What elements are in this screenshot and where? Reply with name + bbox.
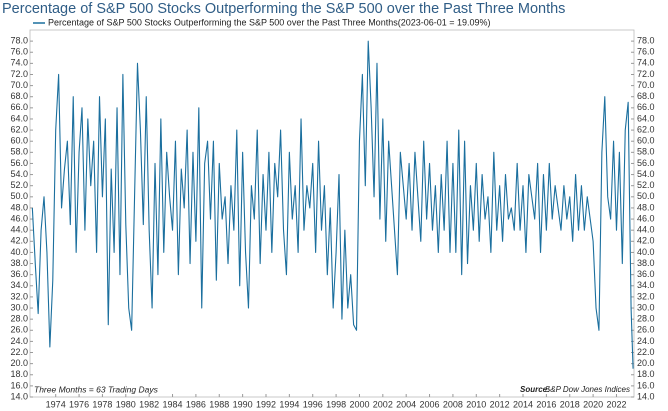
y-tick-label: 36.0 xyxy=(10,269,28,279)
y2-tick-label: 18.0 xyxy=(637,369,655,379)
y2-tick-label: 52.0 xyxy=(637,180,655,190)
y-tick-label: 54.0 xyxy=(10,169,28,179)
y-tick-label: 62.0 xyxy=(10,124,28,134)
note: Three Months = 63 Trading Days xyxy=(34,384,159,394)
y2-tick-label: 64.0 xyxy=(637,113,655,123)
y2-tick-label: 54.0 xyxy=(637,169,655,179)
x-tick-label: 2012 xyxy=(490,399,510,409)
y-tick-label: 26.0 xyxy=(10,325,28,335)
y2-tick-label: 60.0 xyxy=(637,136,655,146)
y2-tick-label: 14.0 xyxy=(637,391,655,401)
y2-tick-label: 58.0 xyxy=(637,147,655,157)
y2-tick-label: 70.0 xyxy=(637,80,655,90)
x-tick-label: 1978 xyxy=(92,399,112,409)
x-tick-label: 2016 xyxy=(536,399,556,409)
x-tick-label: 2020 xyxy=(583,399,603,409)
chart-title: Percentage of S&P 500 Stocks Outperformi… xyxy=(2,1,565,17)
x-tick-label: 1976 xyxy=(69,399,89,409)
y2-tick-label: 46.0 xyxy=(637,213,655,223)
y-tick-label: 72.0 xyxy=(10,69,28,79)
x-tick-label: 1990 xyxy=(233,399,253,409)
y-tick-label: 78.0 xyxy=(10,35,28,45)
x-tick-label: 1996 xyxy=(303,399,323,409)
y2-tick-label: 38.0 xyxy=(637,258,655,268)
y-tick-label: 38.0 xyxy=(10,258,28,268)
source-label: Source: xyxy=(520,385,550,394)
x-tick-label: 2006 xyxy=(420,399,440,409)
y-tick-label: 50.0 xyxy=(10,191,28,201)
y2-tick-label: 72.0 xyxy=(637,69,655,79)
y-tick-label: 76.0 xyxy=(10,47,28,57)
y-tick-label: 60.0 xyxy=(10,136,28,146)
x-tick-label: 1988 xyxy=(209,399,229,409)
y-tick-label: 64.0 xyxy=(10,113,28,123)
y2-tick-label: 26.0 xyxy=(637,325,655,335)
y2-tick-label: 30.0 xyxy=(637,302,655,312)
y-tick-label: 20.0 xyxy=(10,358,28,368)
y2-tick-label: 32.0 xyxy=(637,291,655,301)
y-tick-label: 14.0 xyxy=(10,391,28,401)
y-tick-label: 66.0 xyxy=(10,102,28,112)
x-tick-label: 1992 xyxy=(256,399,276,409)
y2-tick-label: 50.0 xyxy=(637,191,655,201)
y2-tick-label: 34.0 xyxy=(637,280,655,290)
y-tick-label: 30.0 xyxy=(10,302,28,312)
x-tick-label: 1974 xyxy=(46,399,66,409)
y-tick-label: 52.0 xyxy=(10,180,28,190)
y-tick-label: 58.0 xyxy=(10,147,28,157)
x-tick-label: 2010 xyxy=(466,399,486,409)
y2-tick-label: 20.0 xyxy=(637,358,655,368)
y-tick-label: 68.0 xyxy=(10,91,28,101)
y2-tick-label: 78.0 xyxy=(637,35,655,45)
y-tick-label: 32.0 xyxy=(10,291,28,301)
y-tick-label: 42.0 xyxy=(10,236,28,246)
y-tick-label: 16.0 xyxy=(10,380,28,390)
x-tick-label: 2008 xyxy=(443,399,463,409)
x-tick-label: 1998 xyxy=(326,399,346,409)
x-tick-label: 2022 xyxy=(606,399,626,409)
x-tick-label: 2018 xyxy=(560,399,580,409)
y2-tick-label: 36.0 xyxy=(637,269,655,279)
x-tick-label: 2000 xyxy=(349,399,369,409)
y-tick-label: 46.0 xyxy=(10,213,28,223)
y2-tick-label: 16.0 xyxy=(637,380,655,390)
y2-tick-label: 28.0 xyxy=(637,314,655,324)
plot-frame xyxy=(29,29,635,398)
x-tick-label: 1994 xyxy=(279,399,299,409)
y-tick-label: 56.0 xyxy=(10,158,28,168)
x-tick-label: 1980 xyxy=(116,399,136,409)
y-tick-label: 44.0 xyxy=(10,225,28,235)
y2-tick-label: 24.0 xyxy=(637,336,655,346)
y2-tick-label: 56.0 xyxy=(637,158,655,168)
source: S&P Dow Jones Indices xyxy=(545,385,630,394)
y2-tick-label: 68.0 xyxy=(637,91,655,101)
y-tick-label: 48.0 xyxy=(10,202,28,212)
y-tick-label: 74.0 xyxy=(10,58,28,68)
y2-tick-label: 62.0 xyxy=(637,124,655,134)
y2-tick-label: 48.0 xyxy=(637,202,655,212)
y-tick-label: 28.0 xyxy=(10,314,28,324)
y-tick-label: 24.0 xyxy=(10,336,28,346)
y-tick-label: 34.0 xyxy=(10,280,28,290)
legend-label: Percentage of S&P 500 Stocks Outperformi… xyxy=(48,17,491,27)
y2-tick-label: 76.0 xyxy=(637,47,655,57)
y2-tick-label: 74.0 xyxy=(637,58,655,68)
x-tick-label: 2014 xyxy=(513,399,533,409)
y-tick-label: 70.0 xyxy=(10,80,28,90)
y2-tick-label: 44.0 xyxy=(637,225,655,235)
y2-tick-label: 22.0 xyxy=(637,347,655,357)
x-tick-label: 1984 xyxy=(163,399,183,409)
x-tick-label: 2004 xyxy=(396,399,416,409)
y-tick-label: 18.0 xyxy=(10,369,28,379)
x-tick-label: 1986 xyxy=(186,399,206,409)
y2-tick-label: 42.0 xyxy=(637,236,655,246)
series-line xyxy=(31,40,634,369)
x-tick-label: 2002 xyxy=(373,399,393,409)
x-tick-label: 1982 xyxy=(139,399,159,409)
y-tick-label: 40.0 xyxy=(10,247,28,257)
y2-tick-label: 40.0 xyxy=(637,247,655,257)
y-tick-label: 22.0 xyxy=(10,347,28,357)
y2-tick-label: 66.0 xyxy=(637,102,655,112)
